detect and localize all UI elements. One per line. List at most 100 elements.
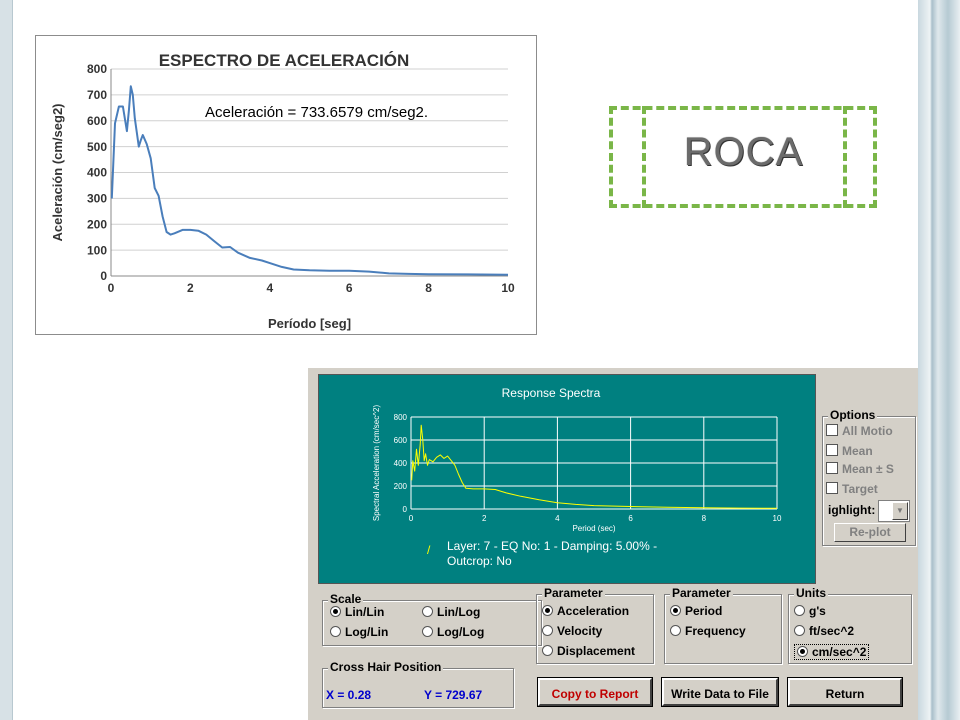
checkbox-icon	[826, 444, 838, 456]
options-group: Options	[822, 408, 916, 546]
parameter-frequency[interactable]: Frequency	[670, 624, 746, 638]
chevron-down-icon: ▼	[892, 502, 908, 520]
y-tick-label: 700	[87, 88, 107, 102]
copy-to-report-label: Copy to Report	[551, 687, 639, 701]
x-tick-label: 8	[425, 281, 432, 295]
y-tick-label: 200	[394, 482, 408, 491]
parameter-acceleration[interactable]: Acceleration	[542, 604, 629, 618]
series-line	[411, 424, 778, 509]
radio-selected-icon	[797, 646, 808, 657]
y-tick-label: 0	[100, 269, 107, 283]
y-axis-label: Spectral Acceleration (cm/sec^2)	[372, 405, 381, 522]
chart-title: Response Spectra	[502, 386, 601, 400]
roca-frame-divider-right	[843, 106, 847, 208]
radio-selected-icon	[330, 606, 341, 617]
response-spectra-window: 0 200 400 600 800 0 2 4 6 8 10 Response Spectra Peri…	[308, 368, 918, 720]
legend-line-2: Outcrop: No	[447, 554, 512, 568]
parameter-x-title: Parameter	[670, 586, 733, 600]
parameter-velocity[interactable]: Velocity	[542, 624, 602, 638]
slide-left-border	[0, 0, 13, 720]
radio-icon	[794, 625, 805, 636]
x-tick-label: 8	[702, 514, 707, 523]
roca-frame	[609, 106, 877, 208]
y-tick-label: 200	[87, 217, 107, 231]
radio-icon	[794, 605, 805, 616]
radio-selected-icon	[542, 605, 553, 616]
y-tick-label: 800	[87, 62, 107, 76]
radio-icon	[422, 606, 433, 617]
response-spectra-svg: 0 200 400 600 800 0 2 4 6 8 10 Response Spectra Peri…	[372, 386, 782, 533]
x-tick-label: 2	[187, 281, 194, 295]
radio-icon	[542, 625, 553, 636]
plot-legend: Layer: 7 - EQ No: 1 - Damping: 5.00% - O…	[447, 539, 657, 569]
y-axis-label: Aceleración (cm/seg2)	[50, 103, 65, 241]
scale-log-lin[interactable]: Log/Lin	[330, 625, 388, 639]
y-tick-label: 500	[87, 140, 107, 154]
highlight-select[interactable]: ▼	[878, 500, 910, 522]
legend-line-1: Layer: 7 - EQ No: 1 - Damping: 5.00% -	[447, 539, 658, 553]
y-tick-label: 0	[403, 505, 408, 514]
radio-icon	[670, 625, 681, 636]
x-tick-label: 10	[501, 281, 515, 295]
option-target[interactable]: Target	[826, 482, 878, 496]
y-tick-label: 600	[87, 114, 107, 128]
option-all-motions[interactable]: All Motio	[826, 424, 893, 438]
scale-lin-lin[interactable]: Lin/Lin	[330, 605, 384, 619]
scale-title: Scale	[328, 592, 364, 606]
response-spectra-plot[interactable]: 0 200 400 600 800 0 2 4 6 8 10 Response Spectra Peri…	[318, 374, 816, 584]
roca-label: ROCA	[683, 130, 804, 174]
checkbox-icon	[826, 424, 838, 436]
x-tick-label: 0	[409, 514, 414, 523]
x-tick-label: 4	[266, 281, 273, 295]
legend-line-icon: /	[427, 543, 431, 557]
y-tick-label: 400	[87, 166, 107, 180]
crosshair-title: Cross Hair Position	[328, 660, 444, 674]
replot-button[interactable]: Re-plot	[834, 523, 906, 542]
scale-group: Scale	[322, 592, 542, 646]
copy-to-report-button[interactable]: Copy to Report	[538, 678, 652, 706]
crosshair-x-value: X = 0.28	[326, 688, 372, 702]
highlight-label: ighlight:	[828, 503, 876, 517]
radio-selected-icon	[670, 605, 681, 616]
units-title: Units	[794, 586, 828, 600]
checkbox-icon	[826, 482, 838, 494]
roca-frame-divider-left	[642, 106, 646, 208]
parameter-period[interactable]: Period	[670, 604, 722, 618]
return-button[interactable]: Return	[788, 678, 902, 706]
units-cm-sec2[interactable]: cm/sec^2	[794, 644, 870, 660]
x-tick-label: 0	[108, 281, 115, 295]
x-axis-label: Período [seg]	[268, 316, 351, 331]
x-tick-label: 6	[346, 281, 353, 295]
parameter-y-title: Parameter	[542, 586, 605, 600]
option-mean[interactable]: Mean	[826, 444, 873, 458]
y-tick-label: 600	[394, 436, 408, 445]
radio-icon	[330, 626, 341, 637]
scale-log-log[interactable]: Log/Log	[422, 625, 484, 639]
crosshair-group: Cross Hair Position	[322, 660, 514, 708]
series-line	[110, 85, 509, 276]
write-data-to-file-button[interactable]: Write Data to File	[662, 678, 778, 706]
y-tick-label: 400	[394, 459, 408, 468]
return-label: Return	[825, 687, 865, 701]
checkbox-icon	[826, 462, 838, 474]
y-tick-label: 800	[394, 413, 408, 422]
x-tick-label: 10	[773, 514, 782, 523]
acceleration-spectrum-chart: 0 100 200 300 400 500 600 700 800 0 2 4 6 8 10 ESPECTRO…	[35, 35, 537, 335]
units-gs[interactable]: g's	[794, 604, 826, 618]
parameter-y-group: Parameter	[536, 586, 654, 664]
radio-icon	[542, 645, 553, 656]
x-tick-label: 4	[555, 514, 560, 523]
radio-icon	[422, 626, 433, 637]
parameter-x-group: Parameter	[664, 586, 782, 664]
x-axis-label: Period (sec)	[572, 524, 615, 533]
slide-right-border	[918, 0, 960, 720]
scale-lin-log[interactable]: Lin/Log	[422, 605, 480, 619]
parameter-displacement[interactable]: Displacement	[542, 644, 635, 658]
y-tick-label: 100	[87, 243, 107, 257]
option-mean-std[interactable]: Mean ± S	[826, 462, 894, 476]
units-ft-sec2[interactable]: ft/sec^2	[794, 624, 854, 638]
acceleration-spectrum-svg: 0 100 200 300 400 500 600 700 800 0 2 4 6 8 10 ESPECTRO…	[50, 51, 515, 331]
write-data-label: Write Data to File	[671, 687, 769, 701]
acceleration-annotation: Aceleración = 733.6579 cm/seg2.	[205, 104, 429, 121]
x-tick-label: 2	[482, 514, 487, 523]
